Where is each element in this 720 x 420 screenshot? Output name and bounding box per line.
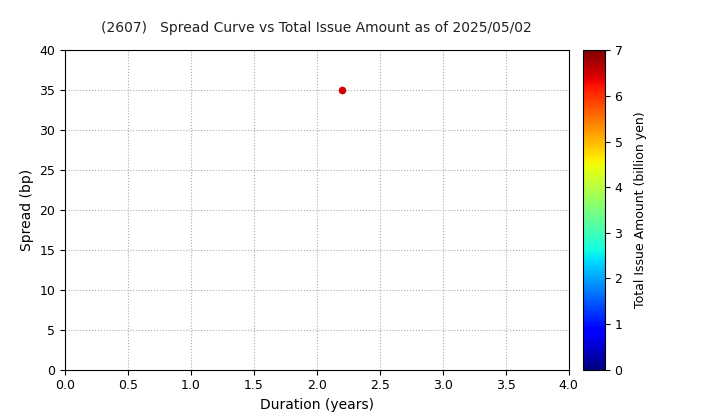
Text: (2607)   Spread Curve vs Total Issue Amount as of 2025/05/02: (2607) Spread Curve vs Total Issue Amoun… <box>102 21 532 35</box>
Y-axis label: Spread (bp): Spread (bp) <box>19 169 34 251</box>
X-axis label: Duration (years): Duration (years) <box>260 398 374 412</box>
Y-axis label: Total Issue Amount (billion yen): Total Issue Amount (billion yen) <box>634 112 647 308</box>
Point <box>336 87 348 94</box>
